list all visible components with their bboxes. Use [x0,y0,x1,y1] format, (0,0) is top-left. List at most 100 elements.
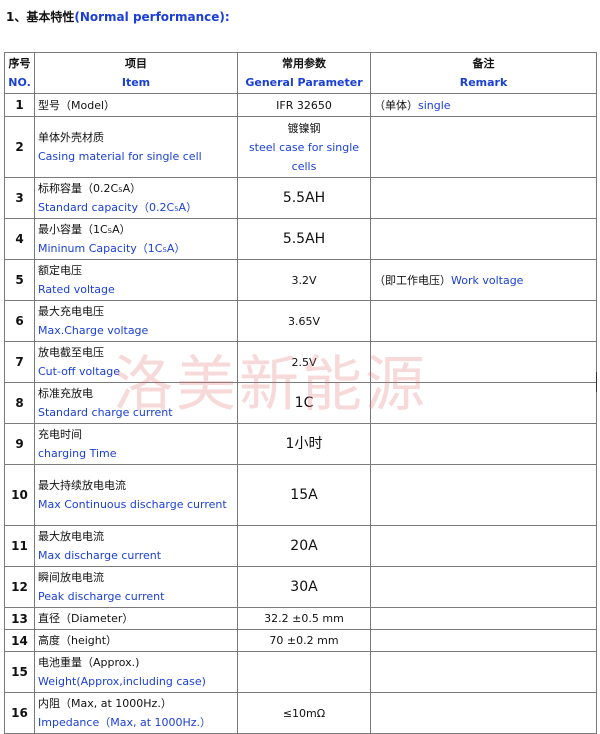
row-remark: （即工作电压）Work voltage [370,259,597,301]
table-row: 3 标称容量（0.2C₅A） Standard capacity（0.2C₅A） 5.… [4,177,597,219]
row-item: 高度（height） [34,629,238,652]
item-zh: 高度（height） [38,634,118,647]
item-zh: 额定电压 [38,264,82,277]
row-item: 标准充放电 Standard charge current [34,382,238,424]
row-parameter: 1C [237,382,371,424]
item-en: Max discharge current [38,549,162,562]
row-item: 型号（Model） [34,93,238,117]
parameter-value: 1C [294,394,314,411]
row-number: 6 [4,300,35,342]
item-en: Max Continuous discharge current [38,498,227,511]
parameter-value: IFR 32650 [276,98,332,112]
item-en: Weight(Approx,including case) [38,675,206,688]
remark-en: Work voltage [451,273,524,287]
header-item: 项目 Item [34,52,238,94]
item-zh: 单体外壳材质 [38,131,104,144]
row-remark [370,423,597,465]
row-number: 4 [4,218,35,260]
item-zh: 充电时间 [38,428,82,441]
row-remark [370,692,597,734]
remark-zh: （单体） [374,98,418,112]
row-item: 单体外壳材质 Casing material for single cell [34,116,238,178]
section-heading: 1、基本特性(Normal performance): [6,8,230,25]
table-row: 1 型号（Model） IFR 32650 （单体）single [4,93,597,117]
item-en: charging Time [38,447,117,460]
parameter-value: 20A [290,537,318,554]
table-row: 6 最大充电电压 Max.Charge voltage 3.65V [4,300,597,342]
item-en: Cut-off voltage [38,365,121,378]
item-zh: 电池重量（Approx.) [38,656,140,669]
item-zh: 型号（Model） [38,98,116,112]
parameter-value: 镀镍钢 [287,121,321,135]
item-en: Rated voltage [38,283,115,296]
row-number: 7 [4,341,35,383]
row-remark [370,629,597,652]
row-item: 瞬间放电电流 Peak discharge current [34,566,238,608]
row-item: 充电时间 charging Time [34,423,238,465]
row-item: 内阻（Max, at 1000Hz.） Impedance（Max, at 100… [34,692,238,734]
row-item: 放电截至电压 Cut-off voltage [34,341,238,383]
header-remark: 备注 Remark [370,52,597,94]
table-row: 13 直径（Diameter） 32.2 ±0.5 mm [4,607,597,630]
row-item: 电池重量（Approx.) Weight(Approx,including cas… [34,651,238,693]
row-item: 直径（Diameter） [34,607,238,630]
row-number: 12 [4,566,35,608]
row-parameter: IFR 32650 [237,93,371,117]
parameter-value-en: steel case for single cells [248,140,360,173]
parameter-value: 1小时 [285,435,323,452]
remark-zh: （即工作电压） [374,273,451,287]
table-row: 5 额定电压 Rated voltage 3.2V （即工作电压）Work voltag… [4,259,597,301]
row-number: 10 [4,464,35,526]
row-number: 13 [4,607,35,630]
row-remark [370,116,597,178]
table-header-row: 序号 NO. 项目 Item 常用参数 General Parameter 备注 Rem… [4,52,597,94]
section-heading-en: (Normal performance): [74,10,230,24]
remark-en: single [418,98,451,112]
item-zh: 标称容量（0.2C₅A） [38,182,142,195]
parameter-value: 3.65V [287,314,321,328]
row-parameter [237,651,371,693]
item-en: Standard charge current [38,406,173,419]
item-zh: 放电截至电压 [38,346,104,359]
parameter-value: 5.5AH [282,189,326,206]
table-row: 9 充电时间 charging Time 1小时 [4,423,597,465]
item-zh: 内阻（Max, at 1000Hz.） [38,697,172,710]
table-row: 11 最大放电电流 Max discharge current 20A [4,525,597,567]
table-row: 16 内阻（Max, at 1000Hz.） Impedance（Max, at 1… [4,692,597,734]
row-remark [370,651,597,693]
row-item: 额定电压 Rated voltage [34,259,238,301]
item-en: Peak discharge current [38,590,165,603]
table-row: 7 放电截至电压 Cut-off voltage 2.5V [4,341,597,383]
item-zh: 最大充电电压 [38,305,104,318]
table-row: 15 电池重量（Approx.) Weight(Approx,including c… [4,651,597,693]
row-remark [370,341,597,383]
row-remark [370,525,597,567]
row-remark [370,218,597,260]
item-en: Casing material for single cell [38,150,202,163]
parameter-value: 2.5V [291,355,317,369]
row-number: 3 [4,177,35,219]
row-number: 8 [4,382,35,424]
item-en: Impedance（Max, at 1000Hz.） [38,716,212,729]
header-param: 常用参数 General Parameter [237,52,371,94]
parameter-value: 70 ±0.2 mm [269,634,339,647]
spec-table-body: 1 型号（Model） IFR 32650 （单体）single 2 单体外壳材质 Casi… [4,93,597,734]
item-en: Standard capacity（0.2C₅A） [38,201,198,214]
parameter-value: 5.5AH [282,230,326,247]
row-remark [370,464,597,526]
table-row: 4 最小容量（1C₅A） Mininum Capacity（1C₅A） 5.5AH [4,218,597,260]
row-number: 15 [4,651,35,693]
row-parameter: 镀镍钢 steel case for single cells [237,116,371,178]
row-remark [370,607,597,630]
row-number: 16 [4,692,35,734]
row-remark [370,300,597,342]
item-zh: 最大持续放电电流 [38,479,126,492]
section-heading-zh: 1、基本特性 [6,10,75,24]
row-number: 5 [4,259,35,301]
parameter-value: 30A [290,578,318,595]
row-parameter: 15A [237,464,371,526]
row-parameter: 2.5V [237,341,371,383]
item-zh: 标准充放电 [38,387,93,400]
row-number: 9 [4,423,35,465]
table-row: 2 单体外壳材质 Casing material for single cell 镀镍… [4,116,597,178]
